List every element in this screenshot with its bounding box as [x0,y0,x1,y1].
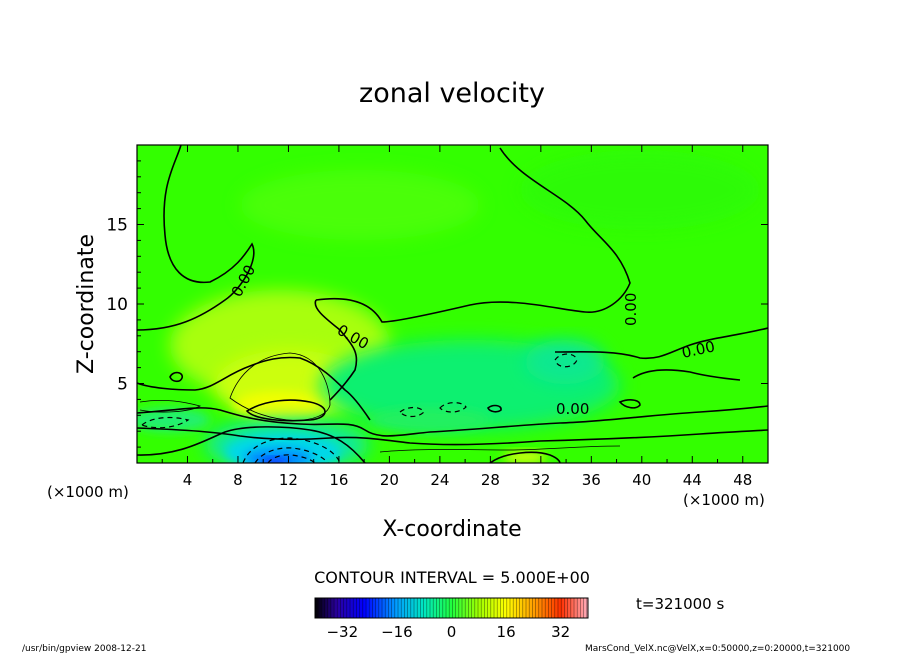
x-tick-label: 8 [233,471,243,489]
x-tick-label: 4 [183,471,193,489]
x-axis-ticks: 4 8 12 16 20 24 28 32 36 40 44 48 [161,145,752,489]
colorbar [314,597,589,619]
x-tick-label: 32 [531,471,550,489]
x-tick-label: 48 [733,471,752,489]
x-unit-right: (×1000 m) [683,491,765,509]
x-unit-left: (×1000 m) [47,483,129,501]
x-tick-label: 28 [481,471,500,489]
colorbar-tick-label: −32 [326,623,358,641]
heatmap-field [137,145,768,463]
colorbar-stripes [317,598,588,618]
y-tick-label: 5 [117,375,128,395]
y-tick-label: 15 [106,216,128,236]
time-label: t=321000 s [636,595,724,613]
y-tick-label: 10 [106,295,128,315]
x-tick-label: 12 [279,471,298,489]
x-axis-label: X-coordinate [382,517,521,542]
x-tick-label: 20 [380,471,399,489]
y-axis-ticks: 5 10 15 [106,160,768,448]
y-axis-label: Z-coordinate [74,234,99,374]
contour-label: 0.00 [622,293,640,326]
colorbar-ticks: −32 −16 0 16 32 [326,623,570,641]
x-tick-label: 24 [430,471,449,489]
x-tick-label: 16 [329,471,348,489]
footer-right: MarsCond_VelX.nc@VelX,x=0:50000,z=0:2000… [585,644,850,654]
x-tick-label: 44 [683,471,702,489]
x-tick-label: 36 [582,471,601,489]
chart-title: zonal velocity [359,78,545,109]
colorbar-tick-label: 0 [447,623,457,641]
footer-left: /usr/bin/gpview 2008-12-21 [22,644,146,654]
contour-label: 0.00 [556,400,589,418]
contour-interval-text: CONTOUR INTERVAL = 5.000E+00 [314,568,590,587]
x-tick-label: 40 [632,471,651,489]
contour-lines [137,145,768,463]
colorbar-tick-label: 16 [497,623,516,641]
colorbar-tick-label: 32 [551,623,570,641]
colorbar-tick-label: −16 [381,623,413,641]
